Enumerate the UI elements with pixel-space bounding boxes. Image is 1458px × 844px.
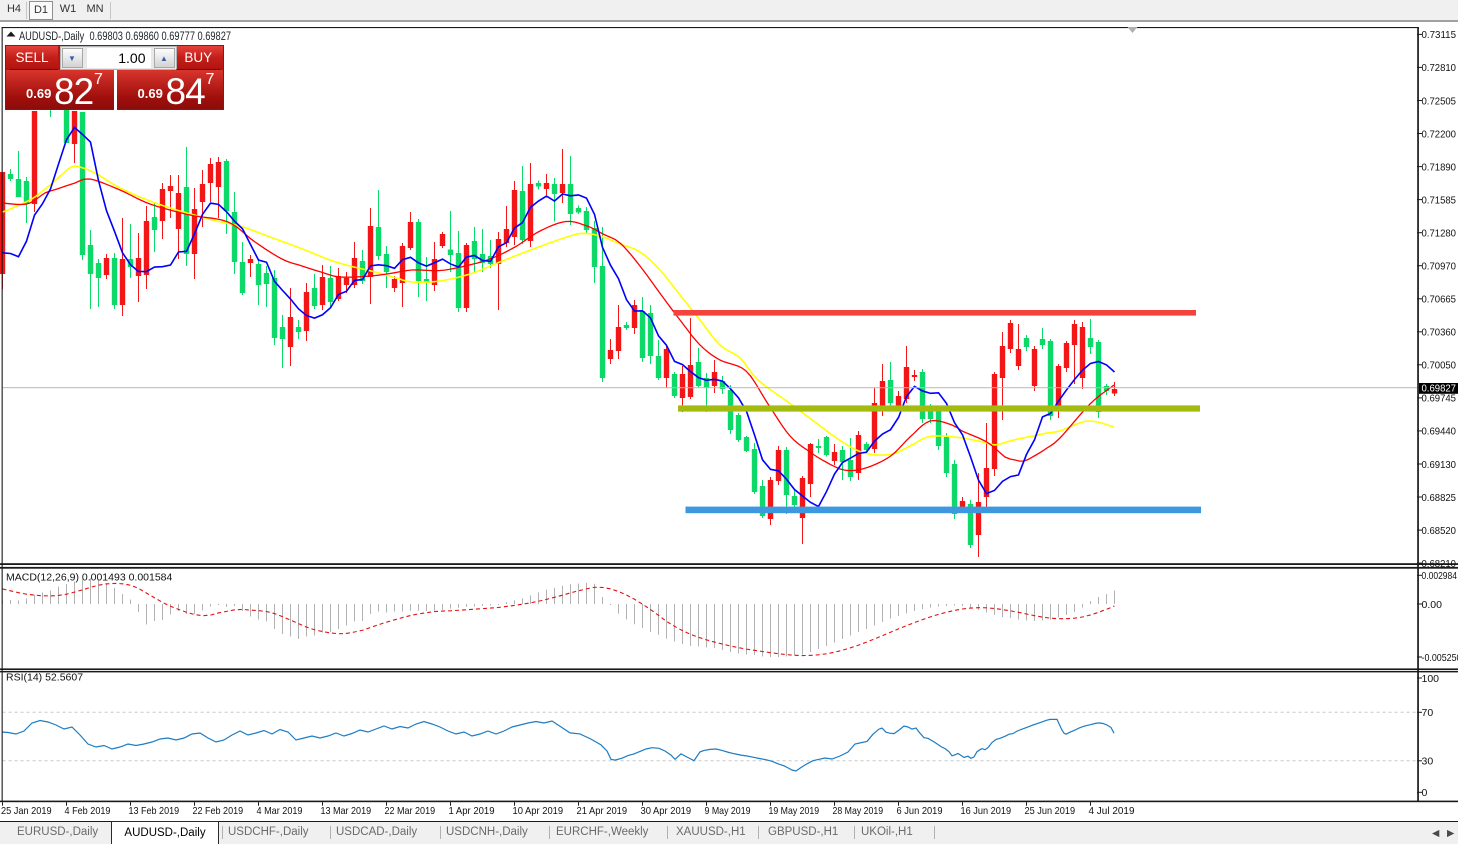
- svg-text:6 Jun 2019: 6 Jun 2019: [897, 805, 943, 817]
- svg-text:0.72505: 0.72505: [1422, 95, 1457, 107]
- svg-text:RSI(14) 52.5607: RSI(14) 52.5607: [6, 672, 83, 684]
- svg-text:0.68210: 0.68210: [1422, 558, 1457, 570]
- svg-text:1 Apr 2019: 1 Apr 2019: [449, 805, 495, 817]
- svg-text:4 Feb 2019: 4 Feb 2019: [65, 805, 111, 817]
- svg-text:0.70360: 0.70360: [1422, 327, 1457, 339]
- svg-text:30 Apr 2019: 30 Apr 2019: [641, 805, 692, 817]
- svg-text:0.71280: 0.71280: [1422, 228, 1457, 240]
- svg-text:9 May 2019: 9 May 2019: [705, 805, 751, 817]
- svg-text:0.70665: 0.70665: [1422, 294, 1457, 306]
- svg-text:0.71585: 0.71585: [1422, 194, 1457, 206]
- svg-text:MACD(12,26,9) 0.001493 0.00158: MACD(12,26,9) 0.001493 0.001584: [6, 572, 173, 584]
- svg-text:19 May 2019: 19 May 2019: [769, 805, 820, 817]
- svg-text:0.69130: 0.69130: [1422, 459, 1457, 471]
- svg-text:4 Mar 2019: 4 Mar 2019: [257, 805, 303, 817]
- svg-text:AUDUSD-,Daily 0.69803 0.69860: AUDUSD-,Daily 0.69803 0.69860 0.69777 0.…: [19, 31, 231, 43]
- svg-text:13 Feb 2019: 13 Feb 2019: [129, 805, 180, 817]
- svg-text:0: 0: [1422, 787, 1428, 799]
- svg-text:25 Jan 2019: 25 Jan 2019: [1, 805, 52, 817]
- svg-text:22 Mar 2019: 22 Mar 2019: [385, 805, 436, 817]
- svg-text:0.71890: 0.71890: [1422, 161, 1457, 173]
- svg-text:0.69440: 0.69440: [1422, 426, 1457, 438]
- svg-text:28 May 2019: 28 May 2019: [833, 805, 884, 817]
- svg-text:30: 30: [1422, 756, 1434, 768]
- svg-text:22 Feb 2019: 22 Feb 2019: [193, 805, 244, 817]
- svg-text:0.72200: 0.72200: [1422, 128, 1457, 140]
- svg-text:0.70970: 0.70970: [1422, 261, 1457, 273]
- svg-text:0.70050: 0.70050: [1422, 360, 1457, 372]
- svg-text:-0.005250: -0.005250: [1422, 652, 1458, 664]
- svg-text:10 Apr 2019: 10 Apr 2019: [513, 805, 564, 817]
- svg-text:0.69827: 0.69827: [1422, 383, 1457, 395]
- svg-text:70: 70: [1422, 707, 1434, 719]
- svg-text:25 Jun 2019: 25 Jun 2019: [1025, 805, 1076, 817]
- svg-text:0.68520: 0.68520: [1422, 525, 1457, 537]
- svg-text:21 Apr 2019: 21 Apr 2019: [577, 805, 628, 817]
- svg-text:16 Jun 2019: 16 Jun 2019: [961, 805, 1012, 817]
- svg-text:0.73115: 0.73115: [1422, 29, 1457, 41]
- svg-text:0.002984: 0.002984: [1422, 570, 1458, 582]
- svg-text:0.72810: 0.72810: [1422, 62, 1457, 74]
- svg-text:4 Jul 2019: 4 Jul 2019: [1089, 805, 1135, 817]
- svg-text:0.00: 0.00: [1422, 599, 1443, 611]
- svg-text:0.68825: 0.68825: [1422, 492, 1457, 504]
- svg-text:13 Mar 2019: 13 Mar 2019: [321, 805, 372, 817]
- svg-text:0.69745: 0.69745: [1422, 393, 1457, 405]
- svg-text:100: 100: [1422, 673, 1440, 685]
